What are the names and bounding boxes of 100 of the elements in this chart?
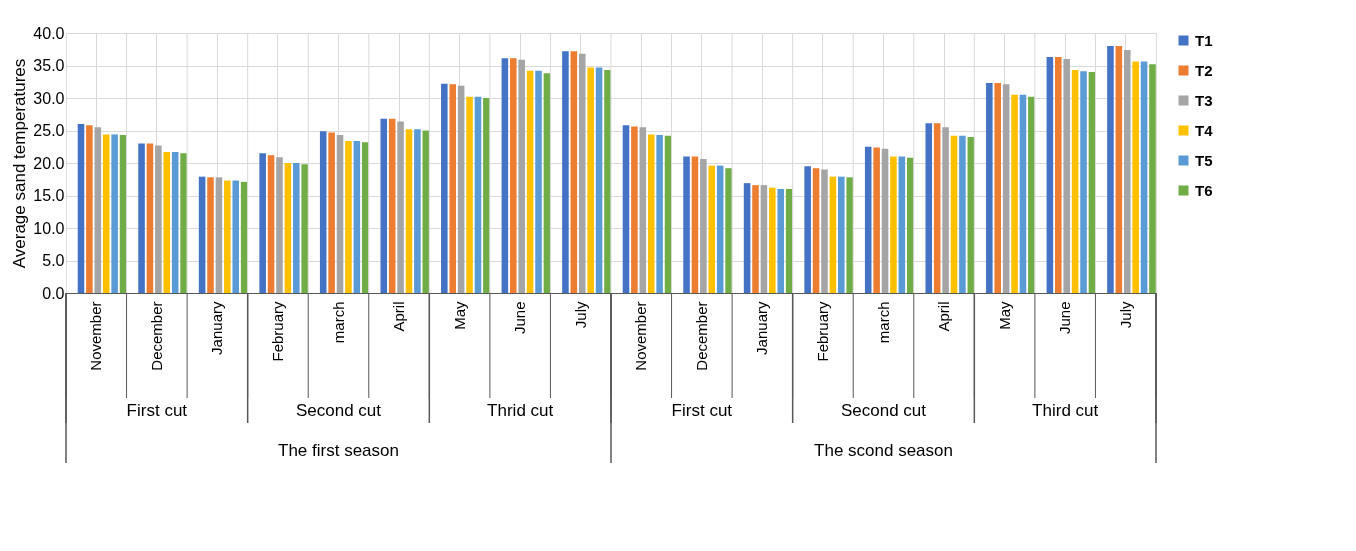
bar [595,67,603,293]
bar [925,123,933,293]
bar [716,165,724,293]
bar [207,177,214,293]
legend-label: T1 [1195,31,1213,49]
bar [881,148,889,293]
bar [1071,70,1079,293]
bar [405,129,413,293]
x-tick-label: November [87,301,105,371]
x-tick-label: January [753,301,771,355]
y-tick-label: 40.0 [33,24,65,42]
bar [501,58,509,293]
bar [769,187,776,293]
bar [639,127,647,293]
y-tick-label: 25.0 [33,122,65,139]
bar [102,134,110,293]
bar [319,131,327,293]
bar [1002,84,1010,293]
x-tick-label: April [935,301,953,332]
x-tick-label: February [268,301,286,362]
bar [388,118,396,293]
bar [526,70,534,293]
bar [180,153,187,293]
bar [743,183,751,293]
bar [466,96,473,293]
bar [1123,49,1131,293]
y-tick-label: 15.0 [33,187,65,204]
bar [898,156,906,293]
x-tick-label: march [329,301,347,344]
bar [224,180,231,293]
bar [198,176,206,293]
bar [1028,96,1035,293]
bar [119,135,127,293]
text: Thrid cut [487,401,554,420]
bar [171,151,179,293]
bar [483,98,490,293]
bar [1140,61,1148,293]
bar [846,177,853,293]
bar [215,177,223,293]
legend-label: T6 [1195,181,1213,199]
x-tick-label: December [147,301,165,371]
x-tick-label: November [632,301,650,371]
y-tick-label: 10.0 [33,219,65,237]
bar [631,126,638,293]
bar [838,176,845,293]
bar [94,127,102,293]
y-tick-label: 5.0 [42,252,65,269]
bar [691,156,699,293]
bar [345,140,352,293]
text: First cut [126,401,188,420]
bar [138,143,145,293]
bar [301,164,308,293]
x-tick-label: May [995,301,1013,330]
x-tick-label: February [813,301,831,362]
bar [578,53,586,293]
x-tick-label: January [208,301,226,355]
y-tick-label: 35.0 [33,57,65,74]
bar [873,147,880,293]
bar [812,168,820,293]
bar [232,180,240,293]
bar [1046,57,1054,293]
bar [570,51,578,293]
bar [777,189,785,293]
bar [380,118,388,293]
bar [267,155,275,293]
bar [259,153,266,293]
bar [950,135,958,293]
bar [622,125,630,293]
bar [353,140,361,293]
bar [1019,94,1027,293]
x-tick-label: march [874,301,892,344]
bar [1088,72,1096,293]
bar [86,125,93,293]
x-tick-label: June [511,301,529,335]
bar [441,83,448,293]
text: First cut [671,401,733,420]
y-axis-title: Average sand temperatures [10,58,30,269]
x-tick-label: July [1116,301,1134,329]
bar [760,185,768,293]
bar [1115,46,1123,293]
bar [708,165,716,293]
bar [146,143,154,293]
bar [785,189,793,293]
y-tick-label: 0.0 [42,284,65,302]
bar [1055,57,1062,293]
bar [821,169,828,293]
bar [967,137,975,293]
bar [906,157,914,293]
legend-label: T3 [1195,91,1213,109]
bar [276,157,283,293]
bar [1063,59,1070,293]
text: The first season [278,441,399,460]
bar [587,67,594,293]
y-tick-label: 30.0 [33,89,65,107]
bar [336,135,344,293]
bar [1107,46,1114,293]
legend-label: T5 [1195,151,1213,169]
bar [457,85,465,293]
bar [449,84,457,293]
bar [535,70,542,293]
